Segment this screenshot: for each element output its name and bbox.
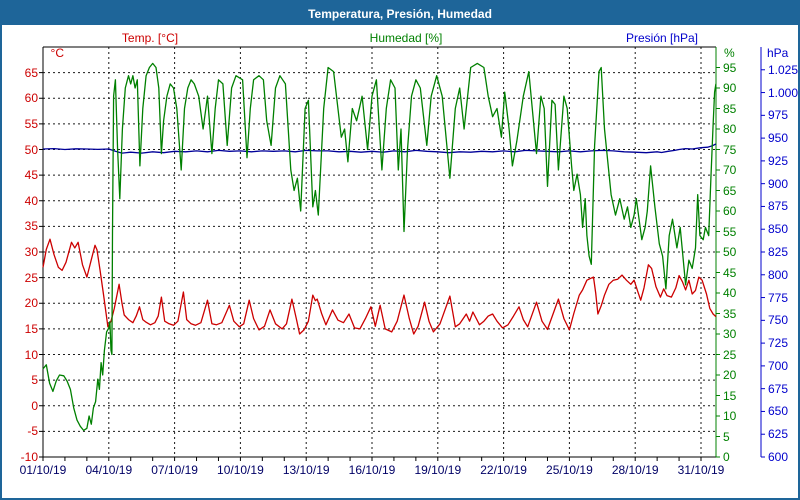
temp-axis-unit: °C [50,46,64,60]
temp-axis-tick-label: 25 [24,270,38,285]
temp-axis-tick-label: -5 [27,424,38,439]
pres-axis-tick-label: 825 [768,245,789,259]
series-pres-line [42,143,717,154]
hum-axis-tick-label: 30 [723,327,737,341]
hum-axis-tick-label: 65 [723,183,737,198]
chart-title: Temperatura, Presión, Humedad [308,6,492,21]
x-axis-date-label: 10/10/19 [217,463,264,477]
x-axis-date-label: 22/10/19 [480,463,527,477]
pres-axis-tick-label: 875 [768,199,789,214]
temp-axis-tick-label: 20 [24,296,38,311]
temp-axis-tick-label: 0 [31,398,38,413]
title-bar: Temperatura, Presión, Humedad [2,2,798,25]
pres-axis-tick-label: 675 [768,381,789,396]
pres-axis-tick-label: 925 [768,153,789,168]
temp-axis-tick-label: 30 [24,245,38,259]
x-axis-date-label: 16/10/19 [348,463,396,477]
pres-axis-tick-label: 725 [768,336,789,351]
x-axis-date-label: 07/10/19 [151,463,198,477]
pres-axis-tick-label: 625 [768,427,789,442]
pres-axis-tick-label: 850 [768,222,789,237]
series-hum-line [42,62,717,432]
pres-axis-tick-label: 800 [768,267,789,282]
x-axis-date-label: 28/10/19 [611,463,659,477]
hum-axis-tick-label: 50 [723,245,737,259]
pres-axis-tick-label: 775 [768,290,789,305]
pres-axis-tick-label: 1.000 [768,85,799,100]
temp-axis-tick-label: 55 [24,116,38,131]
hum-axis-tick-label: 5 [723,429,730,444]
hum-axis-tick-label: 90 [723,81,737,95]
hum-axis-tick-label: 40 [723,286,737,300]
temp-axis-tick-label: 45 [24,168,38,183]
x-axis-date-label: 13/10/19 [282,463,330,477]
legend-temperature: Temp. [°C] [121,31,179,45]
temp-axis-tick-label: 10 [24,347,38,362]
pres-axis-unit: hPa [767,46,789,60]
pres-axis-tick-label: 975 [768,108,789,123]
temp-axis-tick-label: -10 [20,450,38,464]
hum-axis-tick-label: 20 [723,368,737,382]
hum-axis-tick-label: 35 [723,306,737,321]
hum-axis-tick-label: 95 [723,60,737,75]
hum-axis-tick-label: 55 [723,224,737,239]
temp-axis-tick-label: 60 [24,91,38,106]
hum-axis-tick-label: 15 [723,388,737,403]
hum-axis-tick-label: 75 [723,142,737,157]
x-axis-date-label: 19/10/19 [414,463,462,477]
temp-axis-tick-label: 50 [24,142,38,157]
hum-axis-tick-label: 70 [723,163,737,177]
legend-pressure: Presión [hPa] [625,31,699,45]
pres-axis-tick-label: 750 [768,313,789,328]
pres-axis-tick-label: 1.025 [768,62,799,77]
temp-axis-tick-label: 5 [31,373,38,388]
hum-axis-tick-label: 60 [723,204,737,218]
hum-axis-tick-label: 10 [723,409,737,423]
x-axis-date-label: 04/10/19 [85,463,133,477]
pres-axis-tick-label: 600 [768,450,789,464]
temp-axis-tick-label: 15 [24,321,38,336]
hum-axis-unit: % [724,46,735,60]
hum-axis-tick-label: 0 [723,450,730,464]
hum-axis-tick-label: 25 [723,347,737,362]
series-temp-line [42,238,717,335]
hum-axis-tick-label: 85 [723,101,737,116]
hum-axis-tick-label: 80 [723,122,737,136]
hum-axis-tick-label: 45 [723,265,737,280]
legend-humidity: Humedad [%] [369,31,443,45]
x-axis-date-label: 31/10/19 [677,463,725,477]
x-axis-date-label: 25/10/19 [546,463,593,477]
temp-axis-tick-label: 35 [24,219,38,234]
pres-axis-tick-label: 950 [768,131,789,146]
pres-axis-tick-label: 700 [768,358,789,373]
pres-axis-tick-label: 650 [768,404,789,419]
temp-axis-tick-label: 40 [24,193,38,208]
pres-axis-tick-label: 900 [768,176,789,191]
x-axis-date-label: 01/10/19 [19,463,67,477]
temp-axis-tick-label: 65 [24,65,38,80]
